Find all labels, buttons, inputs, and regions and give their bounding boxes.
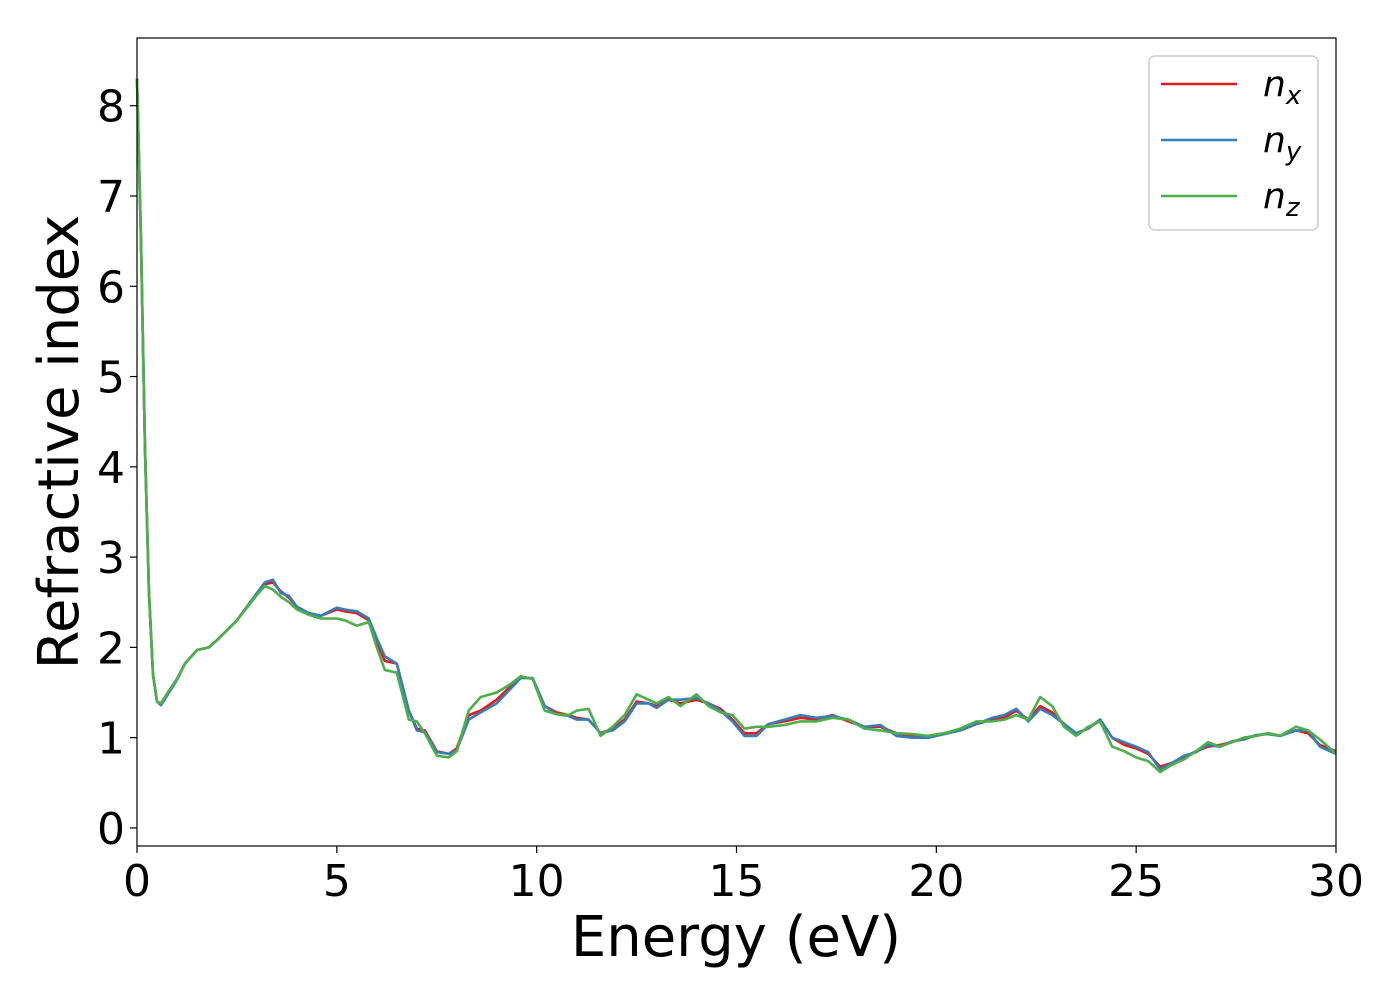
y-tick-label: 5 [97, 353, 125, 404]
x-tick-label: 5 [323, 856, 351, 907]
y-tick-label: 1 [97, 714, 125, 765]
plot-area [137, 38, 1336, 846]
legend-label-x: nx [1263, 64, 1302, 111]
series-layer [135, 78, 1337, 774]
x-tick-label: 0 [123, 856, 151, 907]
x-tick-label: 10 [509, 856, 565, 907]
ticks-layer: 0 5 10 15 20 25 30 0 1 2 3 4 5 6 7 8 [97, 82, 1364, 907]
x-tick-label: 15 [709, 856, 765, 907]
plot-frame [136, 37, 1337, 847]
series-line-z [135, 78, 1337, 774]
legend-box [1148, 55, 1319, 231]
y-tick-label: 4 [97, 443, 125, 494]
y-tick-label: 7 [97, 172, 125, 223]
y-tick-label: 2 [97, 623, 125, 674]
x-tick-label: 20 [908, 856, 964, 907]
series-line-y [135, 78, 1337, 771]
y-tick-label: 8 [97, 82, 125, 133]
x-tick-label: 25 [1108, 856, 1164, 907]
y-tick-label: 6 [97, 262, 125, 313]
y-axis-label: Refractive index [27, 215, 92, 670]
x-axis-label: Energy (eV) [571, 905, 901, 970]
y-tick-label: 0 [97, 804, 125, 855]
x-tick-label: 30 [1308, 856, 1364, 907]
y-tick-label: 3 [97, 533, 125, 584]
